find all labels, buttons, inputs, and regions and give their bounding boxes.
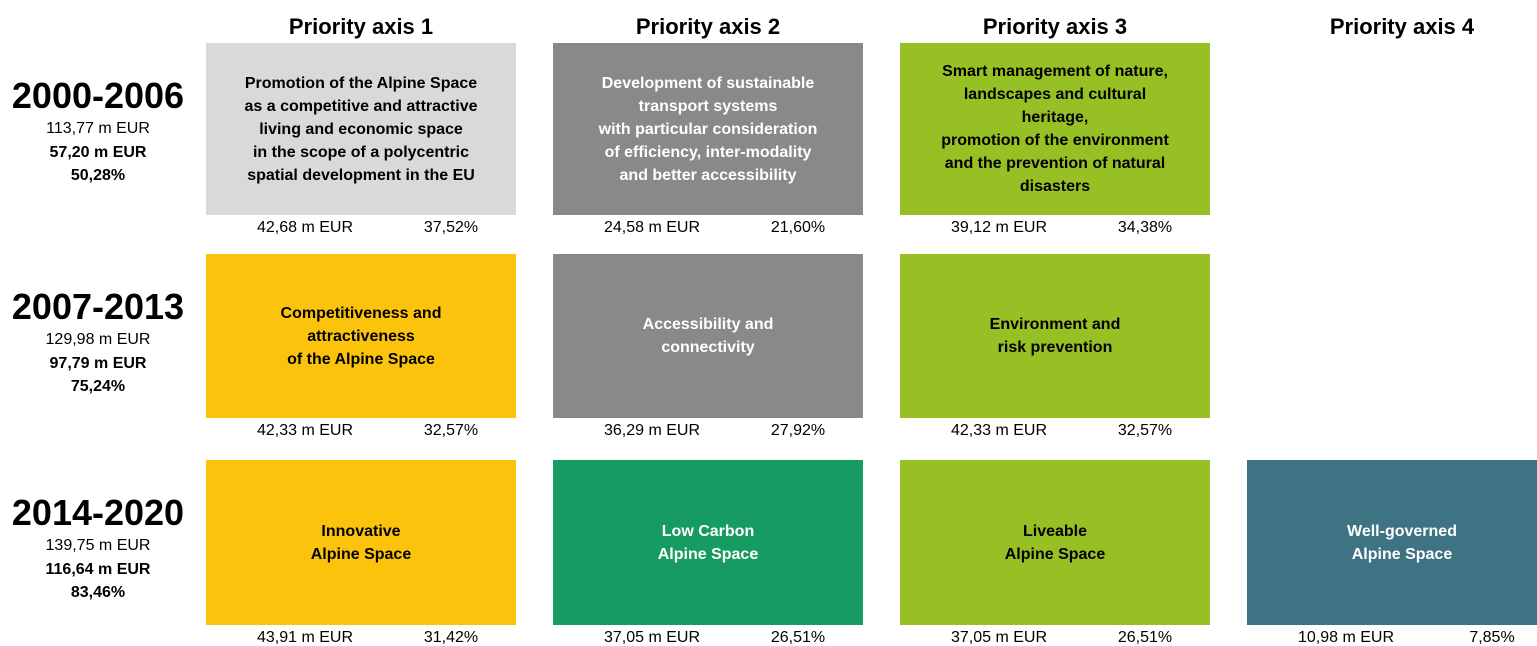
amount: 10,98 m EUR	[1297, 629, 1395, 646]
share: 27,92%	[770, 422, 826, 439]
amount: 43,91 m EUR	[256, 629, 354, 646]
share: 32,57%	[423, 422, 479, 439]
period-funding: 97,79 m EUR	[49, 355, 147, 372]
box-text: Accessibility and	[642, 316, 774, 333]
box-text: promotion of the environment	[941, 132, 1169, 149]
axis-box: Innovative Alpine Space	[206, 460, 516, 625]
box-text: connectivity	[661, 339, 755, 356]
axis-header: Priority axis 4	[1329, 14, 1475, 39]
box-text: risk prevention	[997, 339, 1113, 356]
amount: 42,33 m EUR	[950, 422, 1048, 439]
axis-header: Priority axis 2	[635, 14, 781, 39]
amount: 24,58 m EUR	[603, 219, 701, 236]
axis-box: Liveable Alpine Space	[900, 460, 1210, 625]
period-label: 2000-2006	[11, 75, 185, 116]
box-text: spatial development in the EU	[247, 166, 475, 184]
share: 7,85%	[1469, 629, 1515, 646]
amount: 39,12 m EUR	[950, 219, 1048, 236]
period-share: 50,28%	[70, 167, 126, 184]
box-text: Well-governed	[1347, 522, 1457, 540]
box-text: with particular consideration	[598, 120, 818, 138]
share: 26,51%	[1117, 629, 1173, 646]
box-text: landscapes and cultural	[963, 86, 1147, 103]
box-text: Alpine Space	[1351, 545, 1453, 563]
share: 37,52%	[423, 219, 479, 236]
period-funding: 116,64 m EUR	[45, 561, 151, 578]
period-total: 113,77 m EUR	[46, 120, 150, 137]
period-funding: 57,20 m EUR	[49, 144, 147, 161]
box-text: Alpine Space	[657, 545, 759, 563]
box-text: Competitiveness and	[280, 304, 442, 322]
box-text: and better accessibility	[619, 166, 797, 184]
box-text: as a competitive and attractive	[244, 97, 478, 115]
period-total: 139,75 m EUR	[45, 537, 151, 554]
box-text: Promotion of the Alpine Space	[244, 74, 478, 92]
amount: 42,33 m EUR	[256, 422, 354, 439]
box-text: Environment and	[989, 316, 1121, 333]
box-text: disasters	[1019, 178, 1091, 195]
box-text: in the scope of a polycentric	[252, 143, 470, 161]
axis-box: Well-governed Alpine Space	[1247, 460, 1537, 625]
axis-header: Priority axis 3	[982, 14, 1128, 39]
box-text: and the prevention of natural	[944, 155, 1166, 172]
amount: 37,05 m EUR	[603, 629, 701, 646]
share: 31,42%	[423, 629, 479, 646]
box-text: attractiveness	[307, 327, 415, 345]
box-text: Smart management of nature,	[942, 63, 1168, 80]
period-label: 2014-2020	[11, 492, 185, 533]
amount: 42,68 m EUR	[256, 219, 354, 236]
period-label: 2007-2013	[11, 286, 185, 327]
box-text: of efficiency, inter-modality	[604, 143, 812, 161]
box-text: Innovative	[321, 522, 401, 540]
axis-box: Low Carbon Alpine Space	[553, 460, 863, 625]
box-text: Alpine Space	[1004, 545, 1106, 563]
axis-box: Environment and risk prevention	[900, 254, 1210, 418]
share: 34,38%	[1117, 219, 1173, 236]
share: 21,60%	[770, 219, 826, 236]
share: 32,57%	[1117, 422, 1173, 439]
axis-box: Development of sustainable transport syst…	[553, 43, 863, 215]
period-total: 129,98 m EUR	[45, 331, 151, 348]
axis-header: Priority axis 1	[288, 14, 434, 39]
box-text: Alpine Space	[310, 545, 412, 563]
box-text: Low Carbon	[661, 522, 755, 540]
axis-box: Smart management of nature, landscapes an…	[900, 43, 1210, 215]
share: 26,51%	[770, 629, 826, 646]
box-text: heritage,	[1021, 109, 1089, 126]
amount: 37,05 m EUR	[950, 629, 1048, 646]
axis-box: Accessibility and connectivity	[553, 254, 863, 418]
axis-box: Promotion of the Alpine Space as a compet…	[206, 43, 516, 215]
amount: 36,29 m EUR	[603, 422, 701, 439]
box-text: living and economic space	[259, 120, 463, 138]
box-text: Development of sustainable	[601, 74, 815, 92]
period-share: 75,24%	[70, 378, 126, 395]
period-share: 83,46%	[70, 584, 126, 601]
box-text: Liveable	[1022, 522, 1088, 540]
box-text: transport systems	[638, 97, 778, 115]
axis-box: Competitiveness and attractiveness of the …	[206, 254, 516, 418]
box-text: of the Alpine Space	[287, 350, 435, 368]
